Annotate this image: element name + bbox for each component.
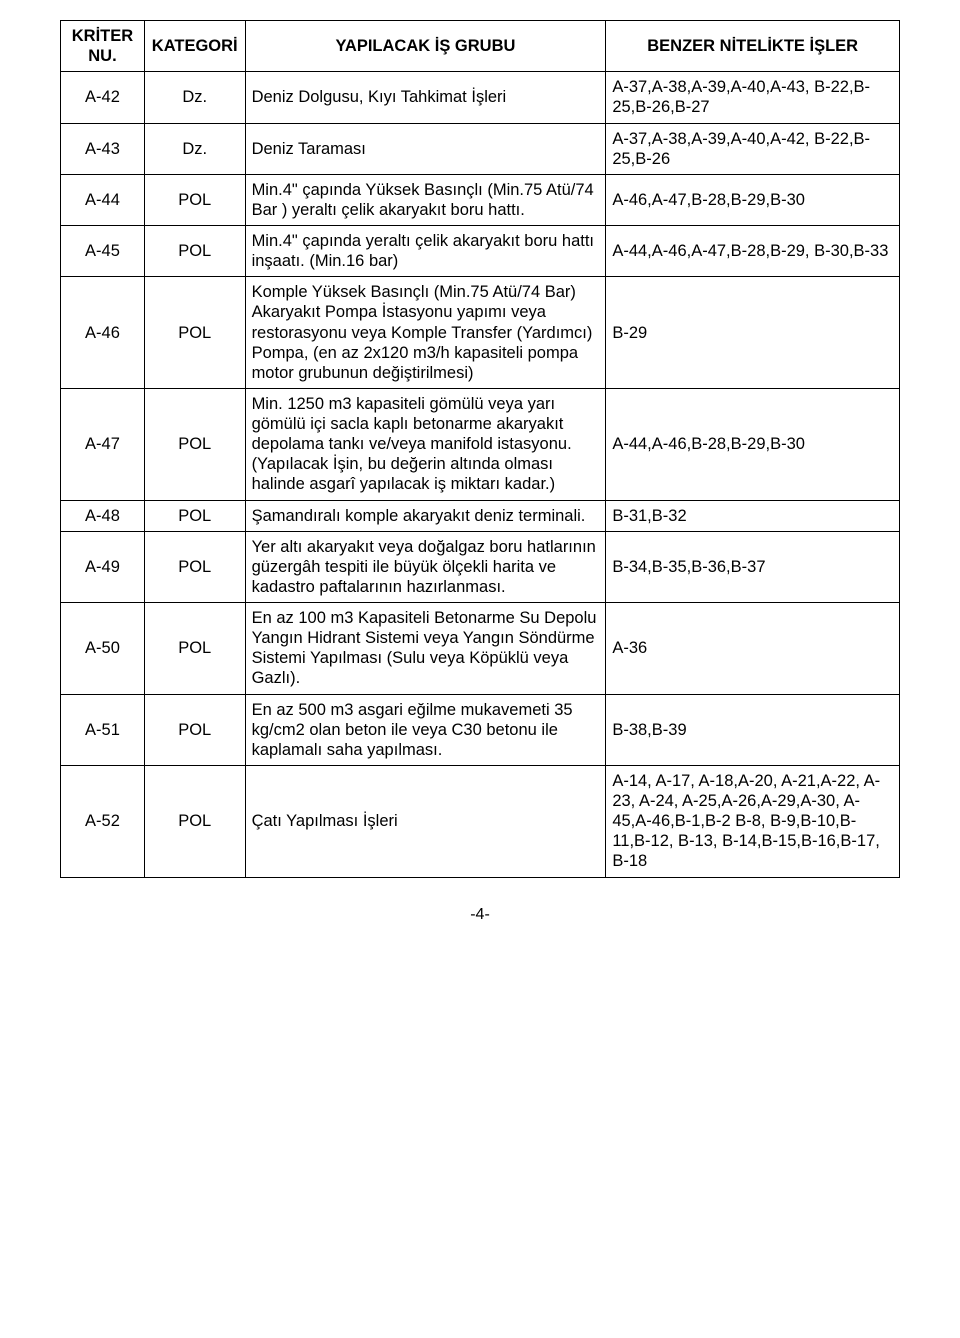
- cell-kriter-nu: A-51: [61, 694, 145, 765]
- cell-kriter-nu: A-50: [61, 603, 145, 695]
- cell-benzer-isler: A-44,A-46,B-28,B-29,B-30: [606, 388, 900, 500]
- cell-kategori: POL: [144, 388, 245, 500]
- table-row: A-44POLMin.4" çapında Yüksek Basınçlı (M…: [61, 174, 900, 225]
- table-row: A-50POLEn az 100 m3 Kapasiteli Betonarme…: [61, 603, 900, 695]
- criteria-table: KRİTER NU. KATEGORİ YAPILACAK İŞ GRUBU B…: [60, 20, 900, 878]
- table-row: A-48POLŞamandıralı komple akaryakıt deni…: [61, 500, 900, 531]
- cell-yapilacak-is: Min.4" çapında Yüksek Basınçlı (Min.75 A…: [245, 174, 606, 225]
- cell-yapilacak-is: En az 500 m3 asgari eğilme mukavemeti 35…: [245, 694, 606, 765]
- header-kategori: KATEGORİ: [144, 21, 245, 72]
- cell-benzer-isler: B-31,B-32: [606, 500, 900, 531]
- cell-yapilacak-is: Yer altı akaryakıt veya doğalgaz boru ha…: [245, 531, 606, 602]
- cell-kategori: POL: [144, 694, 245, 765]
- table-header: KRİTER NU. KATEGORİ YAPILACAK İŞ GRUBU B…: [61, 21, 900, 72]
- cell-yapilacak-is: Deniz Dolgusu, Kıyı Tahkimat İşleri: [245, 72, 606, 123]
- cell-kriter-nu: A-42: [61, 72, 145, 123]
- cell-kategori: POL: [144, 277, 245, 389]
- table-row: A-46POLKomple Yüksek Basınçlı (Min.75 At…: [61, 277, 900, 389]
- cell-benzer-isler: A-37,A-38,A-39,A-40,A-43, B-22,B-25,B-26…: [606, 72, 900, 123]
- table-row: A-52POLÇatı Yapılması İşleriA-14, A-17, …: [61, 765, 900, 877]
- cell-kriter-nu: A-44: [61, 174, 145, 225]
- cell-benzer-isler: A-44,A-46,A-47,B-28,B-29, B-30,B-33: [606, 226, 900, 277]
- cell-benzer-isler: A-46,A-47,B-28,B-29,B-30: [606, 174, 900, 225]
- cell-kriter-nu: A-43: [61, 123, 145, 174]
- cell-kategori: Dz.: [144, 72, 245, 123]
- table-row: A-42Dz.Deniz Dolgusu, Kıyı Tahkimat İşle…: [61, 72, 900, 123]
- cell-yapilacak-is: Çatı Yapılması İşleri: [245, 765, 606, 877]
- cell-yapilacak-is: Deniz Taraması: [245, 123, 606, 174]
- cell-benzer-isler: B-38,B-39: [606, 694, 900, 765]
- cell-benzer-isler: A-36: [606, 603, 900, 695]
- cell-yapilacak-is: Min. 1250 m3 kapasiteli gömülü veya yarı…: [245, 388, 606, 500]
- cell-kriter-nu: A-52: [61, 765, 145, 877]
- cell-kategori: Dz.: [144, 123, 245, 174]
- cell-yapilacak-is: Komple Yüksek Basınçlı (Min.75 Atü/74 Ba…: [245, 277, 606, 389]
- table-row: A-51POLEn az 500 m3 asgari eğilme mukave…: [61, 694, 900, 765]
- cell-kategori: POL: [144, 226, 245, 277]
- header-kriter-nu: KRİTER NU.: [61, 21, 145, 72]
- cell-yapilacak-is: Şamandıralı komple akaryakıt deniz termi…: [245, 500, 606, 531]
- cell-kriter-nu: A-46: [61, 277, 145, 389]
- cell-kriter-nu: A-45: [61, 226, 145, 277]
- cell-kategori: POL: [144, 603, 245, 695]
- table-row: A-43Dz.Deniz TaramasıA-37,A-38,A-39,A-40…: [61, 123, 900, 174]
- cell-benzer-isler: A-14, A-17, A-18,A-20, A-21,A-22, A-23, …: [606, 765, 900, 877]
- table-row: A-49POLYer altı akaryakıt veya doğalgaz …: [61, 531, 900, 602]
- cell-kategori: POL: [144, 500, 245, 531]
- cell-benzer-isler: A-37,A-38,A-39,A-40,A-42, B-22,B-25,B-26: [606, 123, 900, 174]
- cell-kategori: POL: [144, 765, 245, 877]
- cell-kategori: POL: [144, 174, 245, 225]
- cell-kriter-nu: A-48: [61, 500, 145, 531]
- table-body: A-42Dz.Deniz Dolgusu, Kıyı Tahkimat İşle…: [61, 72, 900, 877]
- cell-benzer-isler: B-29: [606, 277, 900, 389]
- cell-kriter-nu: A-47: [61, 388, 145, 500]
- table-row: A-47POLMin. 1250 m3 kapasiteli gömülü ve…: [61, 388, 900, 500]
- cell-yapilacak-is: Min.4" çapında yeraltı çelik akaryakıt b…: [245, 226, 606, 277]
- header-yapilacak-is: YAPILACAK İŞ GRUBU: [245, 21, 606, 72]
- cell-kategori: POL: [144, 531, 245, 602]
- page-number: -4-: [60, 906, 900, 924]
- page-container: KRİTER NU. KATEGORİ YAPILACAK İŞ GRUBU B…: [0, 0, 960, 924]
- header-benzer-isler: BENZER NİTELİKTE İŞLER: [606, 21, 900, 72]
- cell-kriter-nu: A-49: [61, 531, 145, 602]
- cell-benzer-isler: B-34,B-35,B-36,B-37: [606, 531, 900, 602]
- table-row: A-45POLMin.4" çapında yeraltı çelik akar…: [61, 226, 900, 277]
- cell-yapilacak-is: En az 100 m3 Kapasiteli Betonarme Su Dep…: [245, 603, 606, 695]
